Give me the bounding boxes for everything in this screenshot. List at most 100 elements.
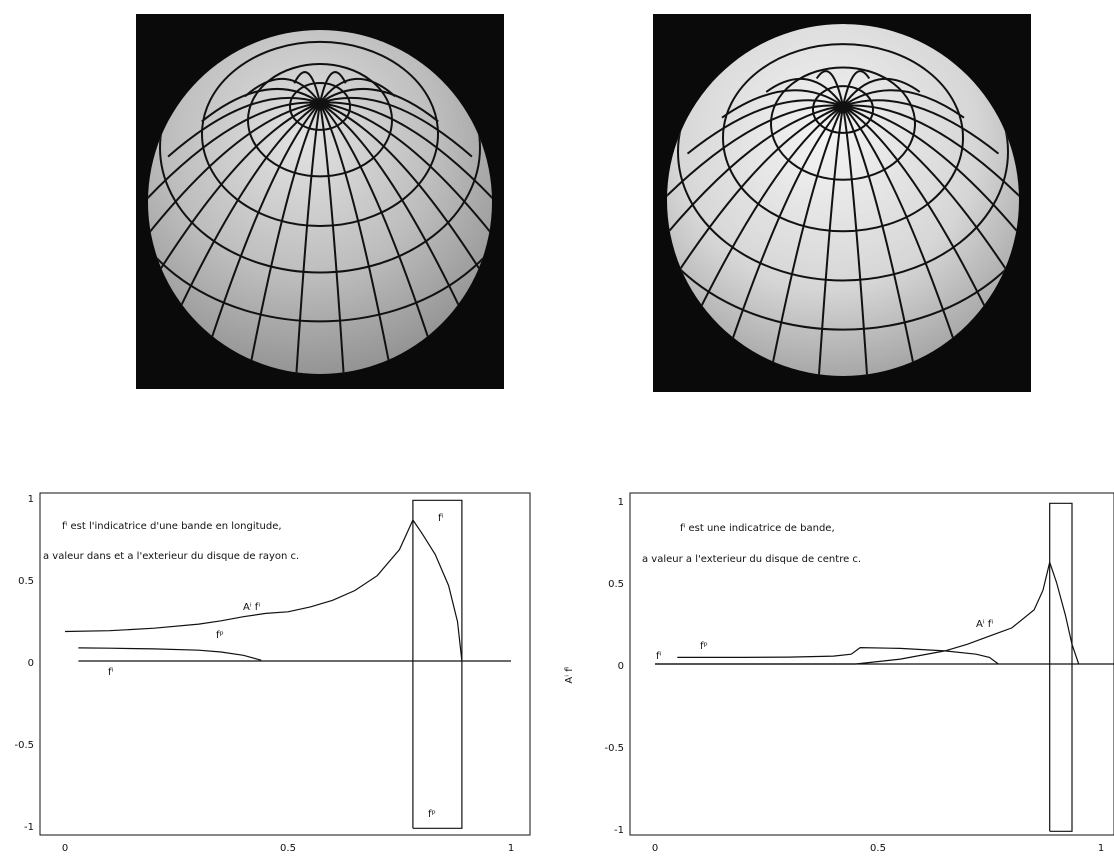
- meridian-line: [842, 105, 921, 376]
- meridian-line: [200, 102, 321, 369]
- meridian-line: [842, 105, 1000, 335]
- meridian-line: [686, 99, 844, 155]
- meridian-line: [201, 87, 321, 123]
- y-ticks: 1 0.5 0 -0.5 -1: [14, 494, 34, 833]
- y-ticks: 1 0.5 0 -0.5 -1: [604, 497, 624, 836]
- meridian-line: [319, 102, 492, 246]
- y-tick-label: 0.5: [608, 579, 624, 590]
- curve-label-afi: Aⁱ fⁱ: [976, 619, 993, 630]
- meridian-line: [319, 77, 396, 104]
- x-tick-label: 1: [508, 843, 514, 854]
- annotation-line-1: fⁱ est l'indicatrice d'une bande en long…: [62, 521, 282, 532]
- sphere-grid: [667, 24, 1019, 376]
- meridian-line: [667, 105, 844, 245]
- latitude-ring: [770, 66, 916, 181]
- x-tick-label: 0: [62, 843, 68, 854]
- series-line-4: [1049, 502, 1073, 832]
- meridian-line: [721, 89, 844, 119]
- meridian-line: [842, 105, 871, 376]
- annotation-line-1: fⁱ est une indicatrice de bande,: [680, 523, 835, 534]
- sphere-figure-right: [653, 14, 1031, 392]
- sphere-grid: [148, 30, 492, 374]
- meridian-line: [765, 77, 844, 107]
- latitude-ring: [148, 30, 492, 323]
- series-line-1: [1049, 562, 1080, 665]
- meridian-line: [293, 102, 321, 374]
- meridian-line: [667, 104, 844, 198]
- annotation-line-2: a valeur a l'exterieur du disque de cent…: [642, 554, 861, 565]
- x-ticks: 0 0.5 1: [62, 843, 514, 854]
- meridian-line: [319, 102, 492, 292]
- x-tick-label: 0.5: [280, 843, 296, 854]
- meridian-line: [721, 105, 844, 371]
- plot-frame: [629, 492, 1114, 836]
- x-ticks: 0 0.5 1: [652, 843, 1104, 854]
- meridian-line: [319, 101, 492, 200]
- meridian-line: [842, 89, 965, 119]
- annotation-line-2: a valeur dans et a l'exterieur du disque…: [43, 551, 299, 562]
- y-tick-label: -1: [24, 822, 34, 833]
- meridian-line: [319, 102, 473, 334]
- meridian-line: [319, 96, 473, 158]
- series-line-2: [78, 647, 262, 661]
- sphere-body: [667, 24, 1019, 376]
- latitude-ring: [247, 63, 393, 178]
- chart-right: 1 0.5 0 -0.5 -1 0 0.5 1 Aⁱ fⁱ fⁱ est une…: [564, 492, 1114, 854]
- meridian-line: [148, 102, 321, 246]
- series-line-2: [677, 646, 999, 665]
- y-tick-label: 1: [28, 494, 34, 505]
- plot-frame: [39, 492, 531, 836]
- sphere-figure-left: [136, 14, 504, 389]
- meridian-line: [319, 102, 347, 374]
- chart-left: 1 0.5 0 -0.5 -1 0 0.5 1 fⁱ est l'indicat…: [14, 492, 531, 854]
- curve-label-fp: fᵖ: [216, 630, 224, 641]
- meridian-line: [815, 70, 844, 107]
- meridian-line: [842, 99, 1000, 155]
- chart-curves: [64, 499, 511, 829]
- meridian-line: [319, 87, 439, 123]
- meridian-line: [765, 105, 844, 376]
- meridian-line: [148, 101, 321, 200]
- y-tick-label: 1: [618, 497, 624, 508]
- box-label-fi: fⁱ: [438, 513, 444, 524]
- meridian-line: [243, 102, 321, 374]
- meridian-line: [148, 102, 321, 292]
- y-tick-label: -0.5: [14, 740, 34, 751]
- latitude-ring: [812, 85, 874, 134]
- latitude-ring: [677, 24, 1009, 282]
- latitude-ring: [201, 40, 439, 227]
- y-tick-label: 0.5: [18, 576, 34, 587]
- latitude-ring: [667, 24, 1019, 331]
- x-tick-label: 1: [1098, 843, 1104, 854]
- chart-curves: [655, 502, 1114, 832]
- y-tick-label: 0: [28, 658, 34, 669]
- meridian-line: [842, 105, 1019, 245]
- series-line-1: [412, 519, 463, 662]
- meridian-line: [167, 96, 321, 158]
- meridian-line: [319, 71, 347, 104]
- meridian-line: [319, 102, 397, 374]
- y-tick-label: -1: [614, 825, 624, 836]
- sphere-body: [148, 30, 492, 374]
- meridian-line: [842, 70, 871, 107]
- box-label-fp: fᵖ: [428, 809, 436, 820]
- x-tick-label: 0: [652, 843, 658, 854]
- series-line-4: [412, 499, 463, 829]
- y-tick-label: 0: [618, 661, 624, 672]
- meridian-line: [293, 71, 321, 104]
- x-tick-label: 0.5: [870, 843, 886, 854]
- series-line-0: [64, 519, 414, 633]
- curve-label-afi: Aⁱ fⁱ: [243, 602, 260, 613]
- latitude-ring: [722, 43, 964, 233]
- meridian-line: [842, 105, 965, 371]
- meridian-line: [686, 105, 844, 335]
- meridian-line: [319, 102, 440, 369]
- meridian-line: [815, 105, 844, 376]
- latitude-ring: [159, 30, 481, 274]
- curve-label-fi: fⁱ: [656, 651, 662, 662]
- meridian-line: [244, 77, 321, 104]
- meridian-line: [842, 105, 1019, 292]
- latitude-ring: [289, 82, 351, 131]
- curve-label-fi: fⁱ: [108, 667, 114, 678]
- meridian-line: [667, 105, 844, 292]
